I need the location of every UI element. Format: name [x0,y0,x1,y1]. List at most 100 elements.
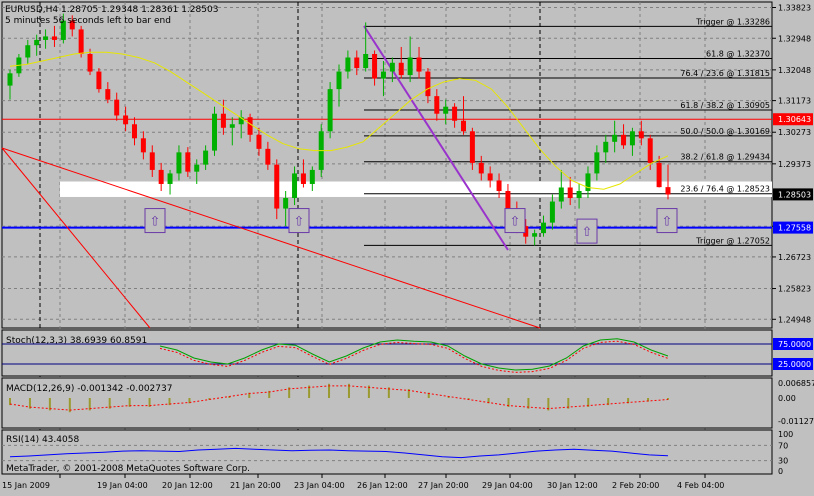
price-tick-label: 1.32948 [778,34,811,43]
price-tick-label: 1.31173 [778,97,811,106]
candle-body [105,89,111,100]
fib-label: Trigger @ 1.33286 [695,17,770,26]
candle-body [416,57,422,72]
main-price-panel [1,1,773,329]
time-axis: 15 Jan 2009 19 Jan 04:00 20 Jan 12:00 21 Ja… [2,474,724,490]
rsi-level-label: 70 [778,441,788,450]
candle-body [469,131,475,163]
time-tick-label: 30 Jan 12:00 [547,481,598,490]
candles [7,13,671,246]
macd-label: MACD(12,26,9) -0.001342 -0.002737 [6,384,172,394]
fib-label: 50.0 / 50.0 @ 1.30169 [680,127,770,136]
time-tick-label: 27 Jan 20:00 [418,481,469,490]
candle-body [78,29,84,54]
macd-level-label: 0.006857 [778,379,814,388]
candle-body [621,134,627,146]
price-tick-label: 1.29373 [778,160,811,169]
timer-line: 5 minutes 56 seconds left to bar end [5,16,171,26]
fib-label: 76.4 / 23.6 @ 1.31815 [680,69,770,78]
candle-body [505,190,511,209]
candle-body [203,150,209,165]
fib-label: Trigger @ 1.27052 [695,236,770,245]
candle-body [185,152,191,172]
rsi-line [9,447,669,459]
arrow-box [288,208,310,234]
time-tick-label: 4 Feb 04:00 [677,481,724,490]
candle-body [7,73,13,86]
candle-body [558,187,564,202]
price-marker-label: 1.27558 [778,224,811,233]
horizontal-lines [2,118,772,229]
stoch-level-label: 25.0000 [778,360,811,369]
rsi-level-label: 100 [778,430,793,439]
candle-body [194,164,200,172]
candle-body [123,115,129,125]
candle-body [629,131,635,146]
price-tick-label: 1.26723 [778,253,811,262]
time-tick-label: 26 Jan 12:00 [357,481,408,490]
candle-body [43,36,49,40]
time-tick-label: 23 Jan 04:00 [294,481,345,490]
candle-body [34,39,40,46]
fib-label: 23.6 / 76.4 @ 1.28523 [680,185,770,194]
price-marker [773,113,813,126]
candle-body [220,113,226,128]
candle-body [229,124,235,128]
candle-body [300,173,306,184]
arrow-up-icon: ⇧ [150,215,161,230]
arrow-box [504,208,526,234]
watermark: MetaTrader, © 2001-2008 MetaQuotes Softw… [6,464,250,474]
rsi-line: 100 70 300 [2,430,793,476]
candle-body [131,124,137,139]
candle-body [327,89,333,132]
price-tick-label: 1.30273 [778,128,811,137]
candle-body [594,152,600,174]
candle-body [87,53,93,72]
time-tick-label: 29 Jan 04:00 [482,481,533,490]
candle-body [532,233,538,237]
candle-body [443,106,449,114]
candle-body [612,134,618,142]
time-tick-label: 2 Feb 20:00 [612,481,659,490]
stoch-level-marker [773,358,813,370]
candle-body [336,71,342,90]
rsi-label: RSI(14) 43.4058 [6,435,79,445]
candle-body [576,190,582,199]
candle-body [487,173,493,181]
candle-body [309,169,315,184]
candle-body [256,134,262,149]
white-zone [60,181,772,197]
price-marker-label: 1.30643 [778,115,811,124]
candle-body [603,141,609,153]
arrow-up-icon: ⇧ [510,215,521,230]
white-zone-rect [60,181,772,197]
fib-levels: Trigger @ 1.33286 61.8 @ 1.32370 76.4 / 23… [364,17,772,246]
macd-level-label: -0.01127 [778,417,814,426]
stoch-level-marker [773,338,813,350]
candle-body [51,36,57,40]
candle-body [292,173,298,199]
red-trendline-short [1,147,151,329]
candle-body [638,131,644,139]
candle-body [425,71,431,97]
stoch-main-line [159,338,669,371]
candle-body [523,226,529,237]
price-tick-label: 1.25823 [778,285,811,294]
candle-body [656,162,662,188]
candle-body [434,96,440,114]
time-tick-label: 20 Jan 12:00 [162,481,213,490]
purple-trendline [363,25,509,251]
candle-body [167,173,173,184]
symbol-line: EURUSD,H4 1.28705 1.29348 1.28361 1.2850… [5,5,218,15]
arrow-up-icon: ⇧ [582,225,593,240]
moving-average-line [9,51,669,190]
arrow-box [656,208,678,234]
time-tick-label: 19 Jan 04:00 [97,481,148,490]
candle-body [363,53,369,69]
stochastic-label: Stoch(12,3,3) 38.6939 60.8591 [6,336,147,346]
candle-body [247,117,253,135]
candle-body [238,117,244,125]
price-tick-label: 1.32048 [778,66,811,75]
candle-body [389,62,395,72]
